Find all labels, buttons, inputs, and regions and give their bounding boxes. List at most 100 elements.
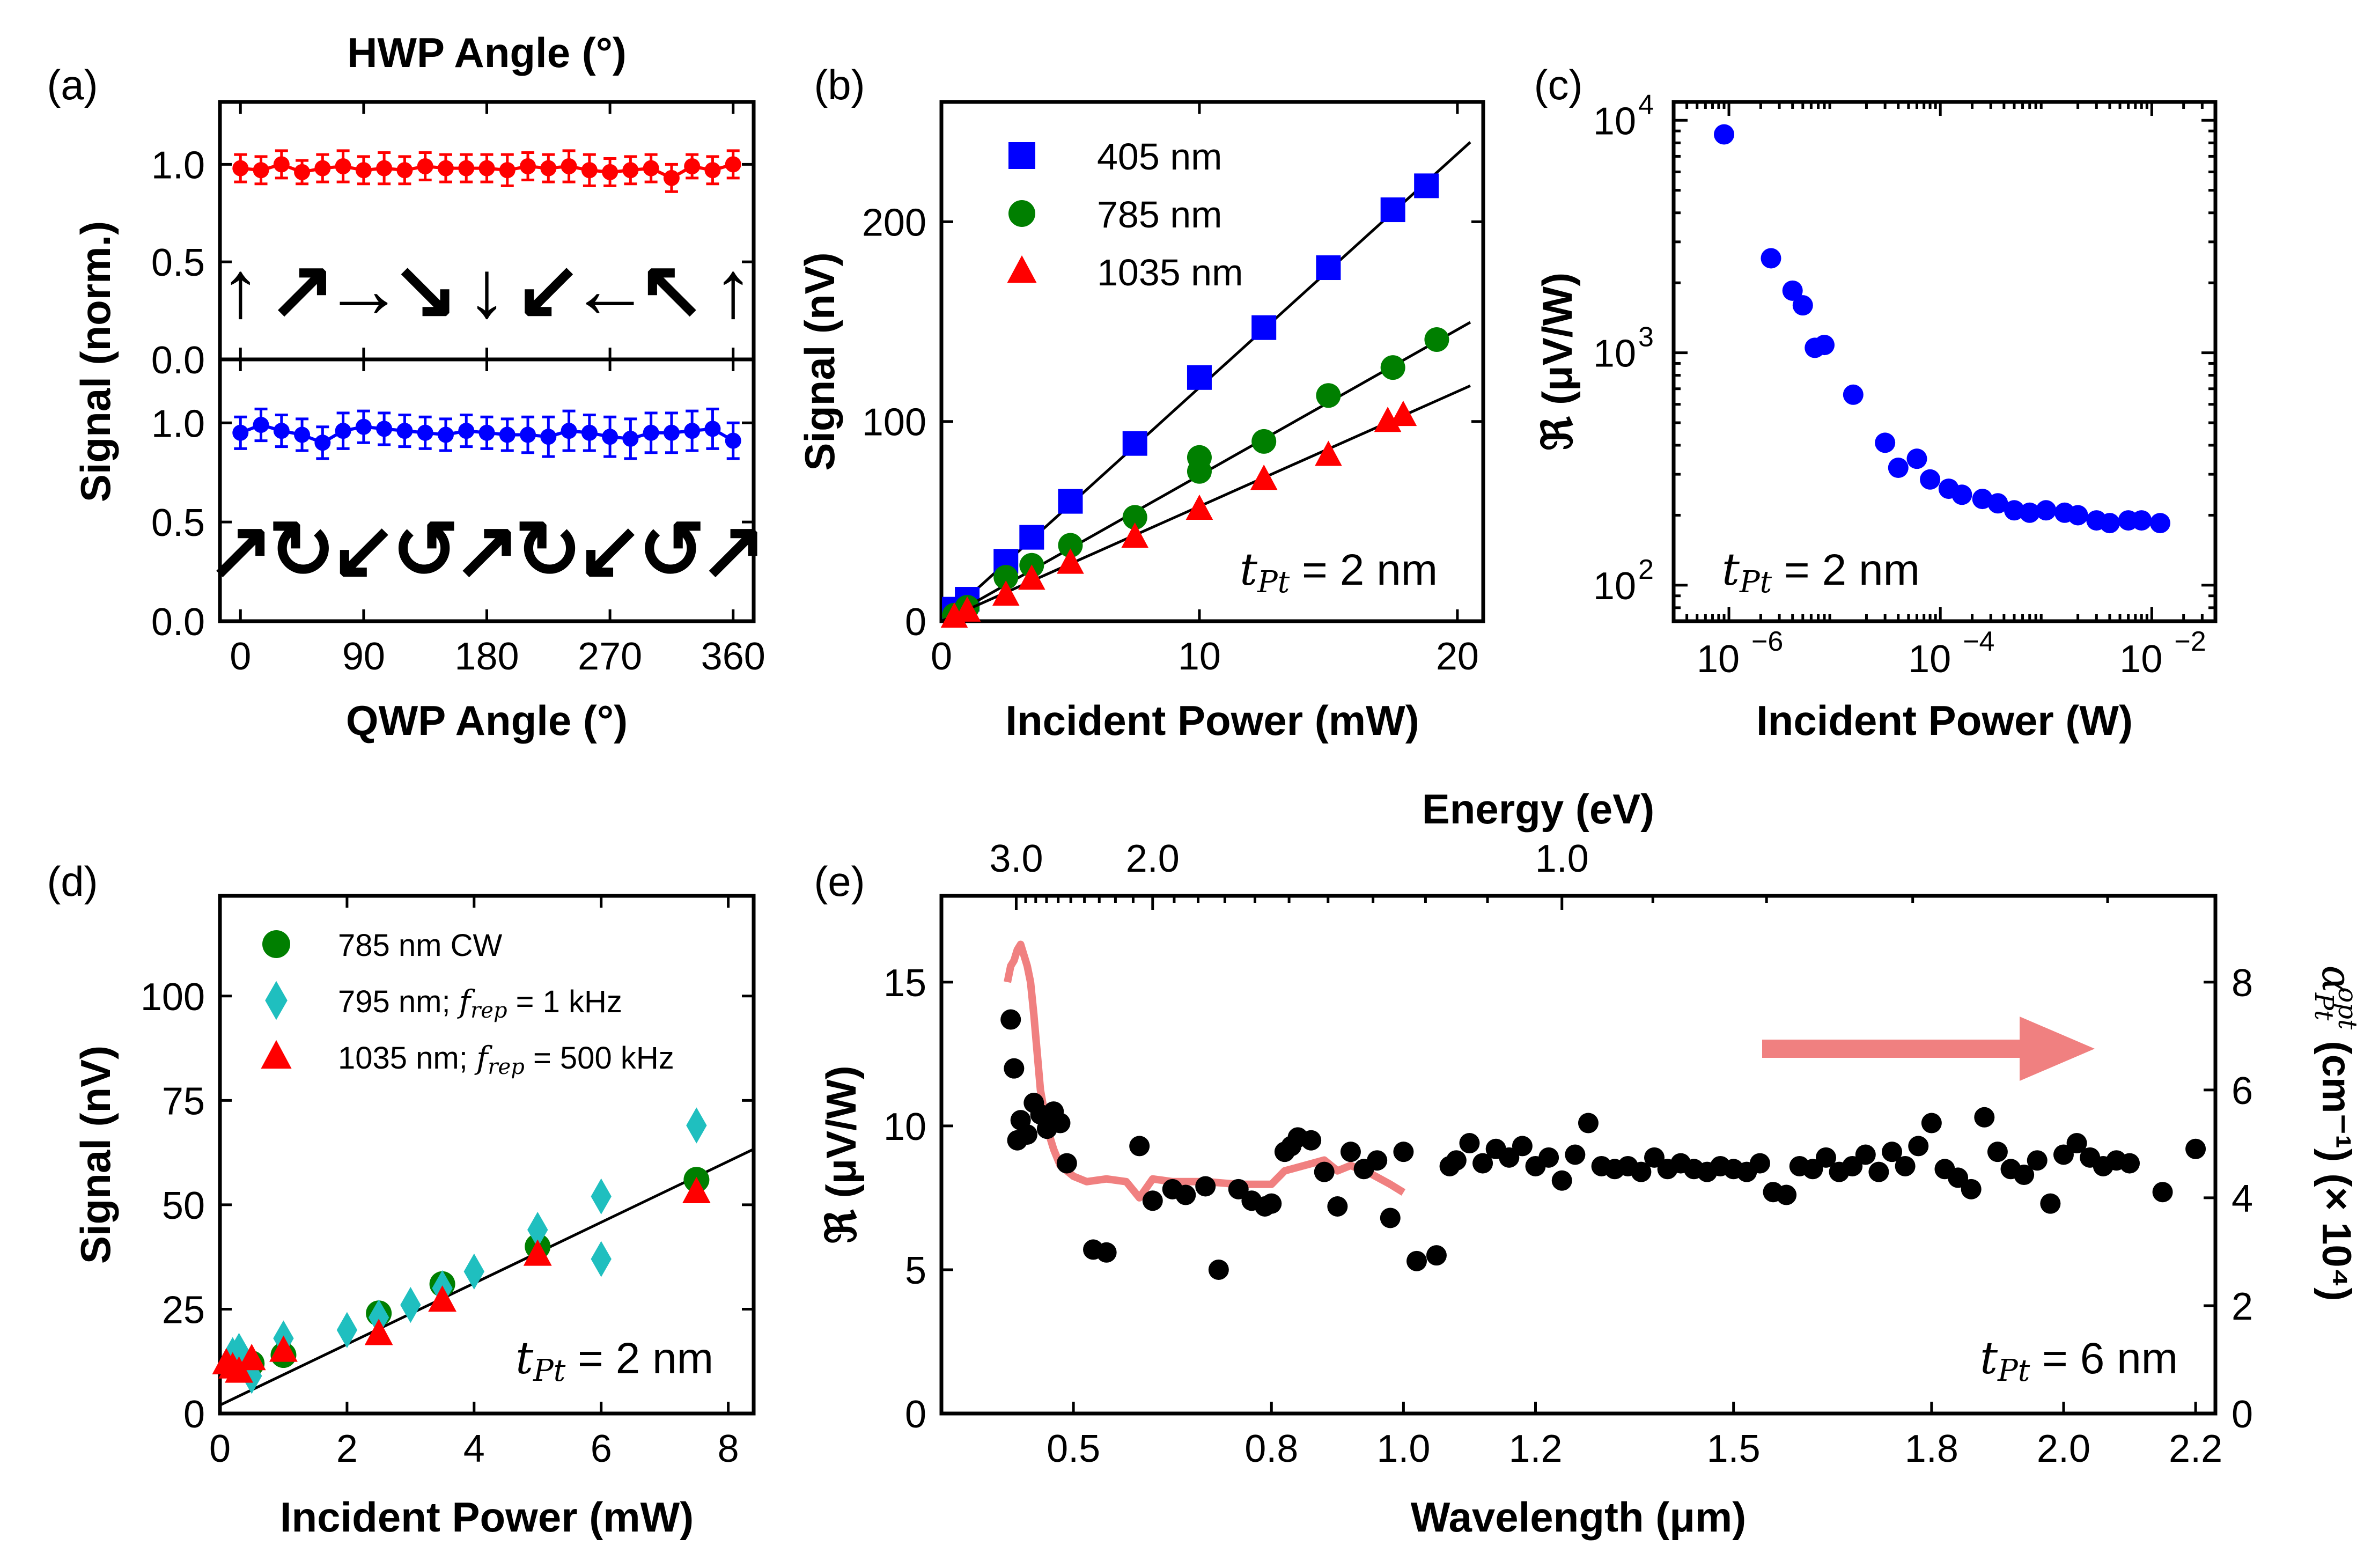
x-tick-label: 180 bbox=[454, 635, 519, 678]
legend-marker bbox=[261, 1040, 292, 1069]
absorption-curve bbox=[1004, 940, 1406, 1202]
thickness-annotation: tPt = 2 nm bbox=[515, 1333, 713, 1388]
data-point bbox=[1251, 315, 1277, 340]
y-tick-label: 0.5 bbox=[151, 502, 205, 544]
data-point bbox=[1714, 124, 1735, 145]
x-axis-label: Incident Power (mW) bbox=[280, 1493, 694, 1541]
x-tick-label: 0.8 bbox=[1244, 1427, 1298, 1470]
polarization-arrow: ↑ bbox=[713, 244, 753, 334]
top-tick-label: 2.0 bbox=[1126, 837, 1180, 880]
y-tick-exponent: 4 bbox=[1638, 89, 1654, 120]
data-point bbox=[1058, 489, 1083, 514]
data-point bbox=[2119, 1153, 2140, 1174]
plot-frame bbox=[218, 894, 756, 1416]
data-point bbox=[2152, 1182, 2173, 1203]
x-tick-label: 1.0 bbox=[1376, 1427, 1430, 1470]
y-tick-label: 1.0 bbox=[151, 402, 205, 445]
x-axis-label: Wavelength (μm) bbox=[1411, 1493, 1747, 1541]
data-point bbox=[1228, 1179, 1249, 1199]
data-point bbox=[1972, 489, 1993, 510]
x-tick-label: 2.2 bbox=[2169, 1427, 2222, 1470]
polarization-arrow: ↻ bbox=[268, 505, 336, 595]
data-point bbox=[523, 1239, 552, 1266]
data-point bbox=[2149, 513, 2170, 534]
data-point bbox=[2014, 1165, 2035, 1186]
polarization-arrow: ↺ bbox=[392, 505, 459, 595]
data-point bbox=[428, 1285, 456, 1312]
right-y-tick-label: 0 bbox=[2232, 1393, 2253, 1436]
data-point bbox=[1380, 1208, 1401, 1228]
polarization-arrow: ↙ bbox=[514, 244, 582, 334]
data-point bbox=[1316, 383, 1341, 408]
data-point bbox=[2131, 510, 2152, 531]
data-point bbox=[1842, 1155, 1863, 1176]
data-point bbox=[2185, 1138, 2206, 1159]
data-point bbox=[1974, 1107, 1995, 1128]
y-tick-label: 15 bbox=[883, 962, 926, 1005]
data-point bbox=[2099, 513, 2120, 534]
data-point bbox=[1380, 355, 1405, 380]
data-point bbox=[1644, 1147, 1665, 1168]
panel-label: (e) bbox=[814, 858, 865, 905]
data-point bbox=[1948, 1167, 1969, 1188]
data-point bbox=[1802, 1159, 1823, 1180]
data-point bbox=[1327, 1196, 1348, 1217]
y-tick-label: 10 bbox=[1593, 333, 1636, 376]
data-point bbox=[1019, 525, 1044, 550]
data-point bbox=[1057, 548, 1084, 574]
top-tick-label: 3.0 bbox=[989, 837, 1043, 880]
data-point bbox=[1631, 1161, 1652, 1182]
data-point bbox=[1004, 1058, 1025, 1079]
data-point bbox=[1565, 1144, 1586, 1165]
polarization-arrow: ↗ bbox=[453, 505, 521, 595]
data-point bbox=[2019, 502, 2040, 523]
x-tick-label: 0 bbox=[230, 635, 251, 678]
panel-label: (d) bbox=[47, 858, 98, 905]
panel-label: (b) bbox=[814, 61, 865, 108]
x-axis-label: QWP Angle (°) bbox=[346, 697, 628, 744]
thickness-annotation: tPt = 6 nm bbox=[1980, 1333, 2178, 1388]
legend-marker bbox=[1008, 200, 1035, 227]
y-tick-label: 0.0 bbox=[151, 601, 205, 644]
data-point bbox=[1056, 1153, 1077, 1174]
x-tick-label: 20 bbox=[1436, 635, 1479, 678]
data-point bbox=[1129, 1136, 1150, 1157]
data-point bbox=[1250, 465, 1278, 490]
y-tick-label: 25 bbox=[162, 1289, 205, 1331]
x-tick-label: 1.5 bbox=[1707, 1427, 1761, 1470]
data-point bbox=[1187, 445, 1212, 470]
x-tick-label: 10 bbox=[1908, 638, 1951, 681]
data-point bbox=[1406, 1250, 1427, 1271]
y-tick-label: 1.0 bbox=[151, 144, 205, 187]
data-point bbox=[1393, 1142, 1414, 1162]
series-line bbox=[240, 163, 734, 180]
data-point bbox=[1761, 248, 1781, 269]
y-tick-label: 100 bbox=[862, 401, 926, 444]
x-axis-label: Incident Power (mW) bbox=[1005, 697, 1419, 744]
data-point bbox=[1459, 1133, 1480, 1154]
data-point bbox=[1122, 505, 1147, 530]
x-tick-label: 90 bbox=[342, 635, 385, 678]
data-point bbox=[591, 1178, 612, 1214]
fit-line bbox=[219, 1147, 755, 1407]
right-y-tick-label: 2 bbox=[2232, 1285, 2253, 1328]
data-point bbox=[1096, 1242, 1117, 1263]
plot-frame bbox=[939, 894, 2218, 1416]
right-y-tick-label: 6 bbox=[2232, 1070, 2253, 1113]
data-point bbox=[1316, 255, 1341, 281]
data-point bbox=[1314, 1161, 1335, 1182]
data-point bbox=[1187, 365, 1212, 390]
data-point bbox=[1843, 384, 1864, 405]
data-point bbox=[400, 1287, 421, 1323]
panel-d: (d) 0 2 4 6 8 0 25 50 75 100 Incident Power (mW) Sig… bbox=[47, 858, 756, 1541]
x-tick-exponent: −2 bbox=[2174, 626, 2206, 657]
data-point bbox=[591, 1241, 612, 1277]
panel-e: (e)0.5 0.8 1.0 1.2 1.5 1.8 2.0 2.2051015024683.… bbox=[814, 785, 2362, 1541]
data-point bbox=[2036, 500, 2057, 521]
x-tick-label: 10 bbox=[1697, 638, 1740, 681]
x-tick-label: 0 bbox=[931, 635, 952, 678]
data-point bbox=[686, 1107, 707, 1144]
y-tick-label: 10 bbox=[883, 1106, 926, 1149]
